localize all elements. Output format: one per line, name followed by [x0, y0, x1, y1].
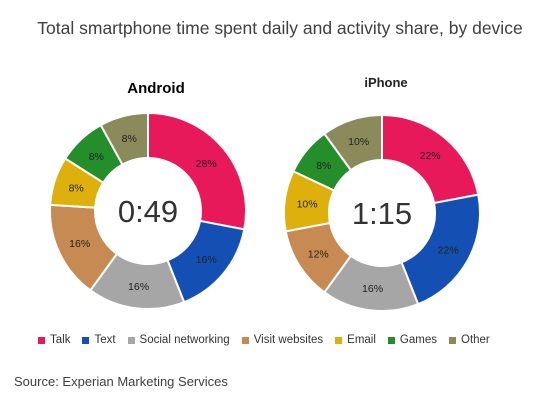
- legend-label-talk: Talk: [50, 334, 71, 346]
- legend-label-games: Games: [399, 334, 437, 346]
- android-center-time: 0:49: [118, 194, 178, 229]
- legend-label-social-networking: Social networking: [139, 334, 230, 346]
- legend: Talk Text Social networking Visit websites E…: [38, 334, 558, 346]
- android-slice-other: [99, 111, 149, 166]
- android-label-talk: 28%: [196, 158, 217, 170]
- legend-item-visit-websites: Visit websites: [241, 334, 324, 346]
- iphone-center-time: 1:15: [352, 196, 412, 231]
- legend-item-other: Other: [449, 334, 490, 346]
- legend-label-text: Text: [94, 334, 116, 346]
- legend-item-talk: Talk: [38, 334, 70, 346]
- iphone-label-email: 10%: [297, 199, 318, 211]
- iphone-label-talk: 22%: [420, 150, 441, 162]
- legend-swatch-text: [82, 336, 90, 344]
- legend-label-email: Email: [347, 334, 376, 346]
- chart-title: Total smartphone time spent daily and ac…: [37, 18, 523, 38]
- android-label-text: 16%: [196, 254, 217, 266]
- android-label-games: 8%: [89, 151, 104, 163]
- iphone-label-other: 10%: [348, 136, 369, 148]
- source-note: Source: Experian Marketing Services: [14, 374, 228, 389]
- legend-swatch-talk: [38, 336, 45, 344]
- iphone-label-social-networking: 16%: [362, 283, 383, 295]
- legend-swatch-social-networking: [127, 336, 135, 344]
- legend-label-visit-websites: Visit websites: [253, 334, 324, 346]
- legend-item-games: Games: [387, 334, 437, 346]
- iphone-donut: 22% 22% 16% 12% 10% 8% 10% 1:15 iPhone: [283, 75, 481, 312]
- android-slice-talk: [147, 111, 247, 231]
- legend-swatch-email: [335, 336, 343, 344]
- android-label-social-networking: 16%: [128, 281, 149, 293]
- android-label-other: 8%: [122, 133, 137, 145]
- iphone-slice-other: [323, 113, 383, 172]
- android-chart-name: Android: [127, 80, 185, 97]
- iphone-chart-name: iPhone: [364, 75, 407, 90]
- android-label-visit-websites: 16%: [69, 238, 90, 250]
- legend-item-email: Email: [335, 334, 376, 346]
- legend-item-text: Text: [82, 334, 116, 346]
- legend-label-other: Other: [461, 334, 490, 346]
- legend-swatch-other: [449, 336, 456, 344]
- legend-swatch-games: [387, 336, 395, 344]
- iphone-label-text: 22%: [438, 244, 459, 256]
- legend-item-social-networking: Social networking: [127, 334, 230, 346]
- android-donut: 28% 16% 16% 16% 8% 8% 8% 0:49 Android: [49, 80, 247, 310]
- iphone-label-games: 8%: [316, 160, 331, 172]
- iphone-label-visit-websites: 12%: [308, 248, 329, 260]
- legend-swatch-visit-websites: [241, 336, 249, 344]
- android-label-email: 8%: [69, 183, 84, 195]
